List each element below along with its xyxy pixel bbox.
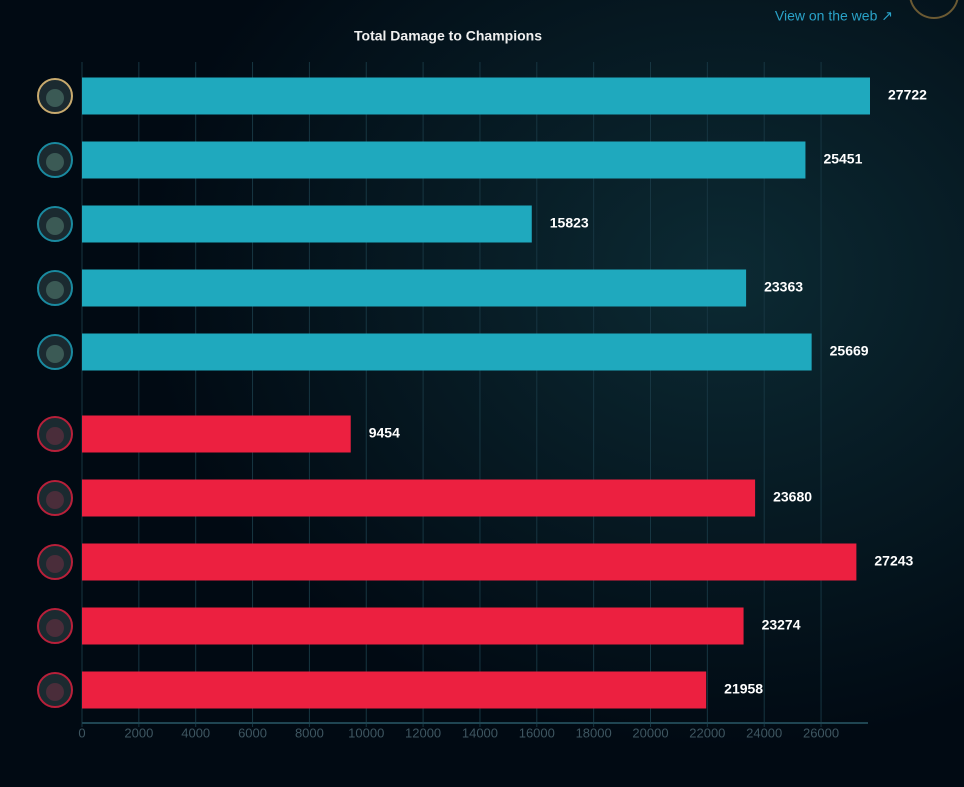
bar	[82, 479, 756, 517]
value-label: 25669	[830, 343, 869, 359]
value-label: 9454	[369, 425, 400, 441]
champion-face	[46, 491, 64, 509]
bar	[82, 671, 707, 709]
champion-face	[46, 555, 64, 573]
corner-badge	[909, 0, 959, 19]
bars: 27722 25451 15823 23363 25669 9454 23680 27243 2…	[37, 77, 927, 709]
x-tick-label: 18000	[576, 725, 612, 740]
bar	[82, 141, 806, 179]
champion-face	[46, 217, 64, 235]
x-tick-label: 4000	[181, 725, 210, 740]
value-label: 27243	[874, 553, 913, 569]
value-label: 27722	[888, 87, 927, 103]
x-tick-label: 20000	[632, 725, 668, 740]
value-label: 21958	[724, 681, 763, 697]
value-label: 23274	[762, 617, 801, 633]
bar	[82, 543, 857, 581]
bar	[82, 205, 532, 243]
chart-title: Total Damage to Champions	[354, 28, 542, 44]
champion-face	[46, 619, 64, 637]
x-tick-label: 6000	[238, 725, 267, 740]
x-tick-label: 22000	[689, 725, 725, 740]
champion-face	[46, 427, 64, 445]
champion-face	[46, 153, 64, 171]
champion-face	[46, 683, 64, 701]
x-tick-label: 26000	[803, 725, 839, 740]
web-link[interactable]: View on the web ↗	[775, 8, 893, 24]
value-label: 23363	[764, 279, 803, 295]
bar	[82, 333, 812, 371]
value-label: 15823	[550, 215, 589, 231]
bar	[82, 269, 747, 307]
x-tick-label: 16000	[519, 725, 555, 740]
bar	[82, 77, 870, 115]
x-tick-label: 12000	[405, 725, 441, 740]
value-label: 23680	[773, 489, 812, 505]
x-tick-label: 2000	[124, 725, 153, 740]
champion-face	[46, 89, 64, 107]
champion-face	[46, 281, 64, 299]
champion-face	[46, 345, 64, 363]
bar	[82, 415, 351, 453]
x-tick-label: 10000	[348, 725, 384, 740]
x-tick-label: 24000	[746, 725, 782, 740]
x-tick-label: 8000	[295, 725, 324, 740]
value-label: 25451	[823, 151, 862, 167]
x-tick-label: 14000	[462, 725, 498, 740]
bar	[82, 607, 744, 645]
x-tick-label: 0	[78, 725, 85, 740]
